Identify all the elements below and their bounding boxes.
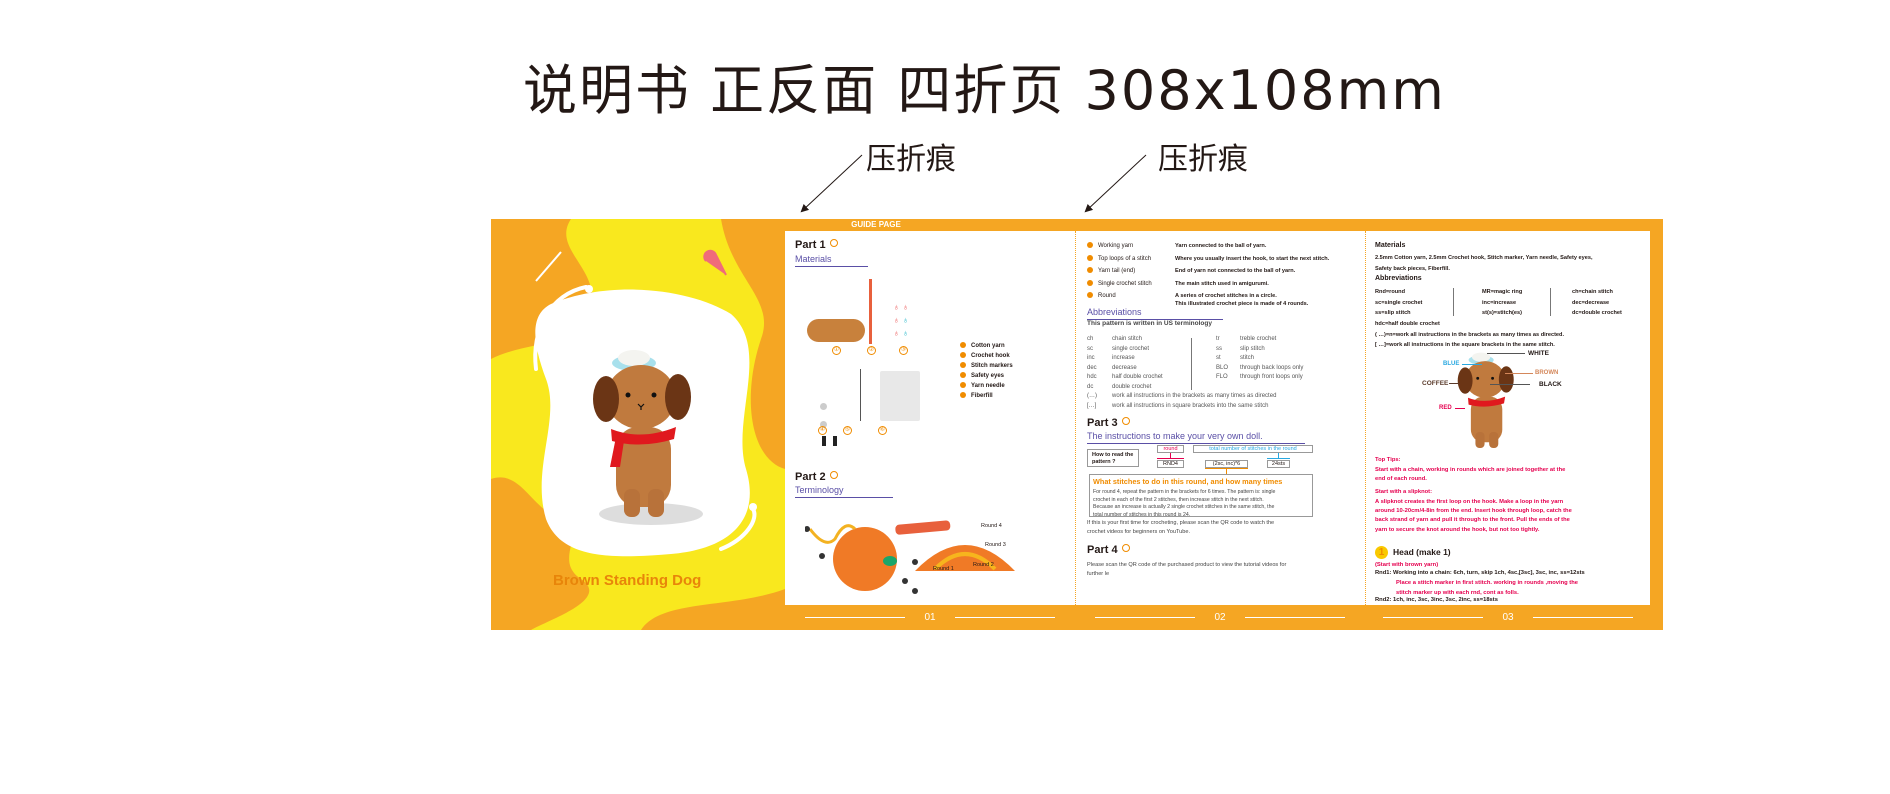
round-label: round — [1157, 445, 1184, 453]
guide-page-tab: GUIDE PAGE — [851, 220, 901, 229]
yarn-image — [807, 319, 865, 342]
abbreviations-heading: Abbreviations — [1087, 307, 1223, 321]
diagram-label: Round 3 — [985, 542, 1006, 548]
cover-panel: Brown Standing Dog — [491, 219, 785, 630]
abbrev-left-codes: ch sc inc dec hdc dc (…) […] — [1087, 336, 1097, 409]
diagram-label: Round 2 — [973, 562, 994, 568]
term-descriptions: Yarn connected to the ball of yarn. Where… — [1175, 243, 1330, 300]
sts-value: 24sts — [1267, 460, 1290, 468]
part4-text: Please scan the QR code of the purchased… — [1087, 562, 1287, 577]
page-03: Materials 2.5mm Cotton yarn, 2.5mm Croch… — [1365, 219, 1650, 605]
pattern-value: (2sc, inc)*6 — [1205, 460, 1248, 468]
step-number-badge: 1 — [1375, 546, 1388, 559]
abbrev-col: ch=chain stitch dec=decrease dc=double cro… — [1572, 289, 1622, 316]
abbreviations-subtitle: This pattern is written in US terminolog… — [1087, 320, 1212, 327]
fiberfill-image — [880, 371, 920, 421]
instructions-heading: The instructions to make your very own d… — [1087, 431, 1305, 445]
color-label-brown: BROWN — [1535, 370, 1559, 376]
part1-heading: Part 1 — [795, 239, 838, 253]
abbrev-col: MR=magic ring inc=increase st(s)=stitch(es… — [1482, 289, 1523, 316]
total-stitches-label: total number of stitches in the round — [1193, 445, 1313, 453]
arrow-icon — [800, 154, 863, 213]
how-to-read-box: How to read the pattern ? — [1087, 449, 1139, 467]
materials-list: Cotton yarn Crochet hook Stitch markers … — [960, 341, 1013, 401]
terminology-heading: Terminology — [795, 485, 893, 499]
materials-title: Materials — [1375, 242, 1406, 249]
head-subtitle: (Start with brown yarn) — [1375, 562, 1439, 568]
item-number: ① — [832, 346, 841, 355]
abbrev-right-codes: tr ss st BLO FLO — [1216, 336, 1229, 380]
brochure: Brown Standing Dog GUIDE PAGE 01 02 03 P… — [491, 219, 1663, 630]
hook-image — [869, 279, 872, 344]
page-number: 03 — [1363, 605, 1653, 630]
round-note: This illustrated crochet piece is made o… — [1175, 301, 1309, 307]
fold-line — [1075, 231, 1076, 605]
abbrev-col: Rnd=round sc=single crochet ss=slip stitch — [1375, 289, 1423, 316]
color-label-red: RED — [1439, 405, 1452, 411]
item-number: ④ — [818, 426, 827, 435]
color-label-black: BLACK — [1539, 381, 1562, 388]
diagram-label: Round 1 — [933, 566, 954, 572]
item-number: ⑤ — [843, 426, 852, 435]
materials-heading: Materials — [795, 254, 868, 268]
arrow-icon — [1084, 154, 1147, 213]
part4-heading: Part 4 — [1087, 544, 1130, 558]
abbreviations-title: Abbreviations — [1375, 275, 1422, 282]
dog-color-guide-image — [1457, 352, 1514, 448]
abbrev-extra: hdc=half double crochet( …)=n=work all i… — [1375, 321, 1565, 348]
fold-line — [1365, 231, 1366, 605]
rnd2-text: Rnd2: 1ch, inc, 3sc, 3inc, 3sc, 2inc, ss… — [1375, 597, 1498, 603]
fold-label: 压折痕 — [1158, 142, 1248, 177]
fold-arrows — [800, 154, 1147, 213]
head-title: Head (make 1) — [1393, 547, 1451, 557]
part3-heading: Part 3 — [1087, 417, 1130, 431]
explanation-title: What stitches to do in this round, and h… — [1093, 477, 1283, 486]
page-02: Working yarn Top loops of a stitch Yarn … — [1075, 219, 1365, 605]
page-number: 02 — [1075, 605, 1365, 630]
item-number: ② — [867, 346, 876, 355]
explanation-body: For round 4, repeat the pattern in the b… — [1093, 489, 1276, 518]
color-label-white: WHITE — [1528, 350, 1549, 357]
abbrev-right-meanings: treble crochet slip stitch stitch through b… — [1240, 336, 1304, 380]
part2-heading: Part 2 — [795, 471, 838, 485]
slipknot-text: A slipknot creates the first loop on the… — [1375, 499, 1572, 533]
page-01: Part 1 Materials ♁ ♁ ♁ ♁ ♁ ♁ ① ② ③ ④ ⑤ ⑥ C… — [785, 219, 1075, 605]
page-number: 01 — [785, 605, 1075, 630]
markers-image: ♁ ♁ ♁ ♁ ♁ ♁ — [893, 302, 910, 338]
explanation-box — [1089, 474, 1313, 517]
tips-title: Top Tips: — [1375, 457, 1401, 463]
rnd1-text: Rnd1: Working into a chain: 6ch, turn, s… — [1375, 570, 1585, 576]
page-title: 说明书 正反面 四折页 308x108mm — [523, 59, 1446, 122]
terminology-diagram — [805, 520, 1015, 594]
divider — [1191, 338, 1192, 390]
rnd1-note: Place a stitch marker in first stitch. w… — [1396, 580, 1578, 596]
cover-title: Brown Standing Dog — [553, 572, 702, 589]
qr-note: If this is your first time for crochetin… — [1087, 520, 1275, 535]
slipknot-title: Start with a slipknot: — [1375, 489, 1433, 495]
rnd-value: RND4 — [1157, 460, 1184, 468]
eyes-image — [820, 397, 838, 446]
tips-text: Start with a chain, working in rounds wh… — [1375, 467, 1566, 482]
dog-photo — [593, 350, 691, 517]
diagram-label: Round 4 — [981, 523, 1002, 529]
item-number: ③ — [899, 346, 908, 355]
inner-panels — [785, 231, 1650, 605]
color-label-blue: BLUE — [1443, 361, 1460, 367]
term-list: Working yarn Top loops of a stitch Yarn … — [1087, 240, 1152, 303]
materials-text: 2.5mm Cotton yarn, 2.5mm Crochet hook, S… — [1375, 255, 1593, 272]
fold-label: 压折痕 — [866, 142, 956, 177]
stitch-marker-icon — [703, 249, 727, 276]
color-label-coffee: COFFEE — [1422, 380, 1449, 387]
item-number: ⑥ — [878, 426, 887, 435]
needle-icon — [535, 251, 562, 282]
needle-image — [860, 369, 861, 421]
abbrev-left-meanings: chain stitch single crochet increase decrea… — [1112, 336, 1277, 409]
